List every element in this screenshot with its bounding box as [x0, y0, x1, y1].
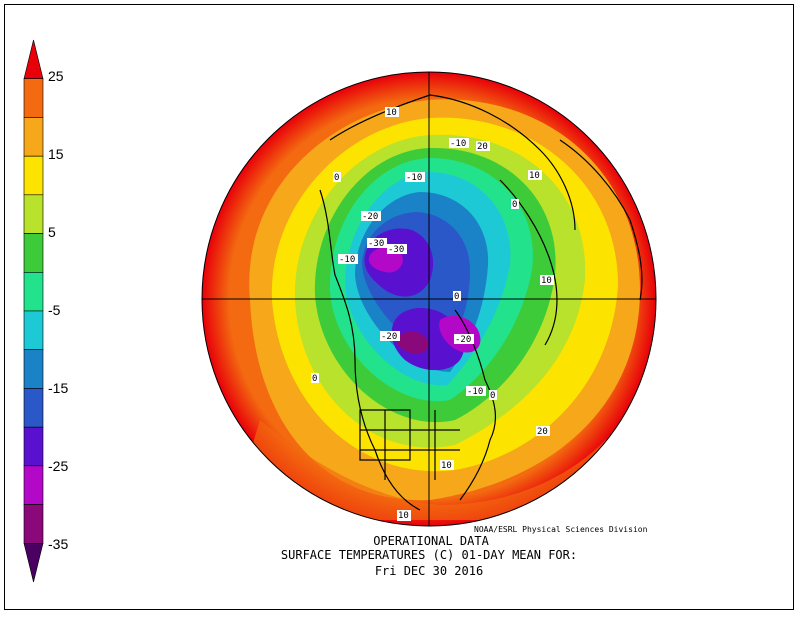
contour-label-bg [380, 331, 400, 341]
colorbar-swatch [23, 465, 44, 505]
contour-label: 10 [398, 511, 409, 521]
contour-label-bg [511, 199, 519, 209]
contour-label-bg [367, 238, 387, 248]
contour-label: 0 [512, 200, 517, 210]
contour-label-bg [540, 275, 554, 285]
credit-text: NOAA/ESRL Physical Sciences Division [474, 525, 648, 534]
contour-label: 0 [334, 173, 339, 183]
colorbar-label: -15 [48, 380, 68, 396]
colorbar-swatch [23, 155, 44, 196]
contour-label-bg [489, 390, 497, 400]
contour-label-bg [405, 172, 425, 182]
contour-label-bg [385, 107, 399, 117]
contour-labels: 10 -10 20 10 0 -10 -20 -30 -30 -10 0 10 0 0 -20 -20 -10 0… [311, 107, 554, 522]
contour-label-bg [453, 291, 461, 301]
contour-label-bg [338, 254, 358, 264]
contour-label: -20 [362, 212, 378, 222]
colorbar-label: -5 [48, 302, 61, 318]
title-line-2: SURFACE TEMPERATURES (C) 01-DAY MEAN FOR… [281, 548, 577, 562]
colorbar-label: -25 [48, 458, 68, 474]
colorbar-swatch [23, 271, 44, 312]
contour-label-bg [440, 460, 454, 470]
contour-label-bg [528, 170, 542, 180]
contour-label-bg [397, 510, 411, 520]
colorbar-label: 15 [48, 146, 64, 162]
contour-label-bg [449, 138, 469, 148]
colorbar-swatch [23, 349, 44, 389]
contour-label-bg [466, 386, 486, 396]
contour-label: 10 [386, 108, 397, 118]
contour-label-bg [311, 373, 319, 383]
title-line-3: Fri DEC 30 2016 [375, 564, 483, 578]
contour-label: -10 [406, 173, 422, 183]
contour-label: -20 [455, 335, 471, 345]
colorbar-swatch [23, 426, 44, 467]
contour-label: -30 [388, 245, 404, 255]
contour-label-bg [387, 244, 407, 254]
contour-label: 20 [537, 427, 548, 437]
colorbar: 25 15 5 -5 -15 -25 -35 [23, 39, 68, 583]
colorbar-swatch [23, 117, 44, 157]
contour-label: 20 [477, 142, 488, 152]
contour-label: -10 [339, 255, 355, 265]
colorbar-swatches [23, 39, 44, 583]
contour-label: -20 [381, 332, 397, 342]
contour-label: 0 [490, 391, 495, 401]
colorbar-swatch [23, 39, 44, 80]
colorbar-swatch [23, 388, 44, 428]
colorbar-labels: 25 15 5 -5 -15 -25 -35 [48, 68, 68, 552]
contour-label: 0 [454, 292, 459, 302]
contour-label: 10 [529, 171, 540, 181]
colorbar-swatch [23, 504, 44, 544]
contour-label-bg [476, 141, 490, 151]
colorbar-swatch [23, 542, 44, 583]
colorbar-label: 5 [48, 224, 56, 240]
contour-label: -30 [368, 239, 384, 249]
colorbar-label: 25 [48, 68, 64, 84]
contour-label-bg [536, 426, 550, 436]
colorbar-swatch [23, 78, 44, 118]
contour-label: 10 [441, 461, 452, 471]
contour-label: 10 [541, 276, 552, 286]
coastlines [319, 94, 643, 511]
contour-label-bg [361, 211, 381, 221]
contour-label: -10 [467, 387, 483, 397]
contour-label-bg [333, 172, 341, 182]
colorbar-swatch [23, 233, 44, 273]
polar-map: 10 -10 20 10 0 -10 -20 -30 -30 -10 0 10 0 0 -20 -20 -10 0… [201, 71, 657, 527]
colorbar-swatch [23, 310, 44, 351]
colorbar-label: -35 [48, 536, 68, 552]
contour-label-bg [454, 334, 474, 344]
contour-label: -10 [450, 139, 466, 149]
contour-label: 0 [312, 374, 317, 384]
title-line-1: OPERATIONAL DATA [373, 534, 489, 548]
colorbar-swatch [23, 194, 44, 234]
